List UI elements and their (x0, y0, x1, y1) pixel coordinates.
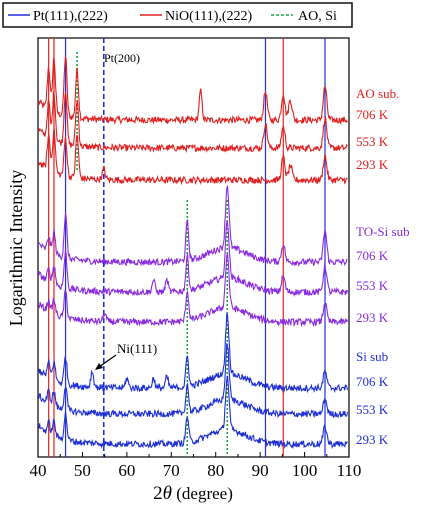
trace-2-0 (38, 313, 348, 394)
trace-0-2 (38, 127, 348, 186)
x-tick-label-100: 100 (292, 461, 318, 480)
x-axis-label-theta: θ (163, 483, 172, 504)
trace-2-1 (38, 343, 348, 419)
trace-1-2 (38, 253, 348, 328)
trace-label-1-1: 553 K (356, 278, 389, 293)
trace-1-0 (38, 184, 348, 267)
annotation-ni111: Ni(111) (117, 341, 157, 356)
group-label-0: AO sub. (356, 86, 399, 101)
trace-labels: AO sub. 706 K 553 K 293 K TO-Si sub 706 K 553 … (356, 86, 410, 447)
legend-pt-label: Pt(111),(222) (33, 9, 108, 24)
x-tick-label-70: 70 (163, 461, 180, 480)
x-tick-label-80: 80 (207, 461, 224, 480)
x-tick-label-60: 60 (118, 461, 135, 480)
reference-lines (48, 38, 326, 457)
trace-label-0-2: 293 K (356, 157, 389, 172)
trace-label-2-1: 553 K (356, 402, 389, 417)
annotation-ni111-arrowhead (95, 363, 103, 370)
group-label-2: Si sub (356, 349, 388, 364)
x-axis-label: 2θ (degree) (153, 483, 233, 504)
annotation-ni111-arrow (98, 354, 117, 368)
traces (38, 56, 348, 450)
trace-1-1 (38, 221, 348, 298)
x-tick-label-40: 40 (30, 461, 47, 480)
x-axis-label-prefix: 2 (153, 483, 163, 504)
annotation-pt200: Pt(200) (104, 51, 140, 65)
trace-label-1-0: 706 K (356, 248, 389, 263)
legend-ao-si-label: AO, Si (298, 9, 337, 24)
y-axis-label: Logarithmic Intensity (6, 170, 26, 326)
trace-label-0-1: 553 K (356, 134, 389, 149)
trace-label-2-2: 293 K (356, 432, 389, 447)
trace-label-1-2: 293 K (356, 310, 389, 325)
legend: Pt(111),(222) NiO(111),(222) AO, Si (2, 2, 353, 28)
x-tick-label-50: 50 (74, 461, 91, 480)
trace-0-1 (38, 91, 348, 153)
x-axis-ticks: 40 50 60 70 80 90 100 110 (30, 452, 362, 480)
trace-2-2 (38, 375, 348, 450)
trace-0-0 (38, 56, 348, 126)
x-tick-label-110: 110 (337, 461, 362, 480)
x-tick-label-90: 90 (252, 461, 269, 480)
trace-label-2-0: 706 K (356, 374, 389, 389)
group-label-1: TO-Si sub (356, 224, 410, 239)
legend-nio-label: NiO(111),(222) (165, 9, 253, 24)
x-axis-label-unit: (degree) (172, 484, 233, 503)
plot-area (37, 37, 350, 458)
trace-label-0-0: 706 K (356, 107, 389, 122)
